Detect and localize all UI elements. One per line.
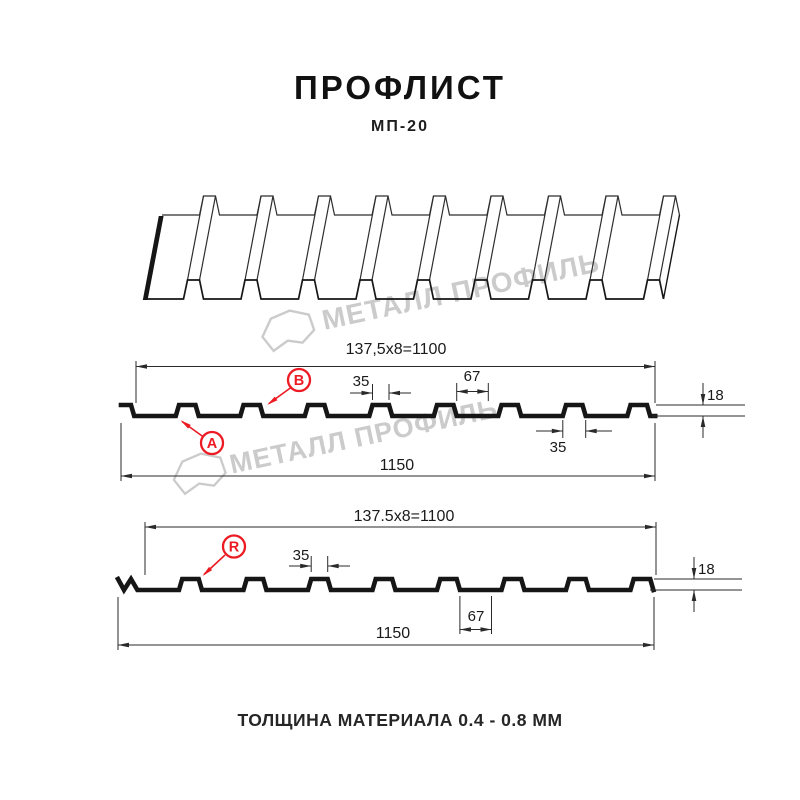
profile-path-r <box>114 574 657 595</box>
arrowhead <box>456 389 468 394</box>
marker-a-letter: A <box>207 436 218 452</box>
rib-edge-line <box>359 195 377 281</box>
rib-edge-line <box>658 195 677 281</box>
marker-r-circle <box>221 534 247 559</box>
rib-edge-line <box>256 195 274 281</box>
dimensions-side-r <box>117 522 742 650</box>
watermark-text: МЕТАЛЛ ПРОФИЛЬ <box>227 393 501 479</box>
watermark-logo-icon <box>172 452 227 496</box>
arrowhead <box>121 473 132 479</box>
marker-b-circle <box>286 367 312 393</box>
rib-edge-line <box>543 195 562 281</box>
arrowhead <box>700 394 706 405</box>
arrowhead <box>700 416 706 427</box>
arrowhead <box>480 627 492 632</box>
arrowhead <box>145 524 156 530</box>
rib-edge-line <box>301 195 320 281</box>
dim-valley-r: 67 <box>468 608 485 625</box>
leader-arrow-a <box>180 420 191 429</box>
dim-pitch-a: 137,5x8=1100 <box>346 341 447 358</box>
rib-edge-line <box>589 195 607 281</box>
arrowhead <box>300 563 312 569</box>
rib-edge-line <box>474 195 492 281</box>
dim-height-r: 18 <box>698 561 715 578</box>
rib-edge-line <box>244 195 262 281</box>
sheet-front-profile <box>146 279 665 300</box>
leader-arrow-b <box>267 396 278 405</box>
cross-section-side-r <box>114 574 657 595</box>
arrowhead <box>118 642 129 648</box>
marker-leader-lines <box>180 386 292 576</box>
sheet-back-profile <box>162 195 681 216</box>
rib-edge-line <box>186 195 205 281</box>
arrowhead <box>389 390 400 396</box>
dim-valley-a: 67 <box>464 368 481 385</box>
rib-edge-line <box>646 195 665 281</box>
sheet-3d-perspective-view <box>142 195 681 300</box>
marker-r-letter: R <box>229 540 240 556</box>
arrowhead <box>644 473 655 479</box>
rib-edge-line <box>416 195 435 281</box>
arrowhead <box>477 389 489 394</box>
dim-overall-r: 1150 <box>376 625 411 642</box>
arrowhead <box>691 568 697 579</box>
arrowhead <box>645 524 656 530</box>
dim-rib-top-r: 35 <box>293 547 310 564</box>
profile-path-a <box>118 402 658 419</box>
arrowhead <box>551 428 563 434</box>
rib-edge-line <box>486 195 504 281</box>
rib-edge-line <box>371 195 389 281</box>
rib-edge-line <box>313 195 332 281</box>
dim-height-a: 18 <box>707 387 724 404</box>
page-title: ПРОФЛИСТ <box>294 69 506 106</box>
page-subtitle: МП-20 <box>371 118 429 135</box>
arrowhead <box>644 364 655 369</box>
arrowhead <box>585 428 597 434</box>
marker-b-letter: B <box>294 373 304 389</box>
arrowhead <box>136 364 147 369</box>
dimensions-side-a <box>120 361 745 481</box>
arrowhead <box>361 390 373 396</box>
watermark-text: МЕТАЛЛ ПРОФИЛЬ <box>319 247 602 336</box>
arrowhead <box>327 563 339 569</box>
dim-overall-a: 1150 <box>380 457 415 474</box>
dim-rib-top-a: 35 <box>353 373 370 390</box>
arrowhead <box>691 590 697 601</box>
rib-edge-line <box>428 195 447 281</box>
thickness-note: ТОЛЩИНА МАТЕРИАЛА 0.4 - 0.8 ММ <box>237 710 562 730</box>
rib-edge-line <box>601 195 619 281</box>
sheet-right-edge <box>662 214 681 300</box>
dim-rib-base-a: 35 <box>550 439 567 456</box>
sheet-left-edge <box>142 216 164 300</box>
sheet-back-edge <box>162 195 681 216</box>
arrowhead <box>643 642 654 648</box>
marker-a-circle <box>199 430 225 456</box>
rib-edge-line <box>531 195 550 281</box>
rib-edge-line <box>198 195 217 281</box>
dim-pitch-r: 137.5x8=1100 <box>354 508 455 525</box>
cross-section-side-a <box>118 402 658 419</box>
arrowhead <box>459 627 471 632</box>
leader-arrow-r <box>202 566 213 576</box>
watermark-logo-icon <box>261 309 316 353</box>
